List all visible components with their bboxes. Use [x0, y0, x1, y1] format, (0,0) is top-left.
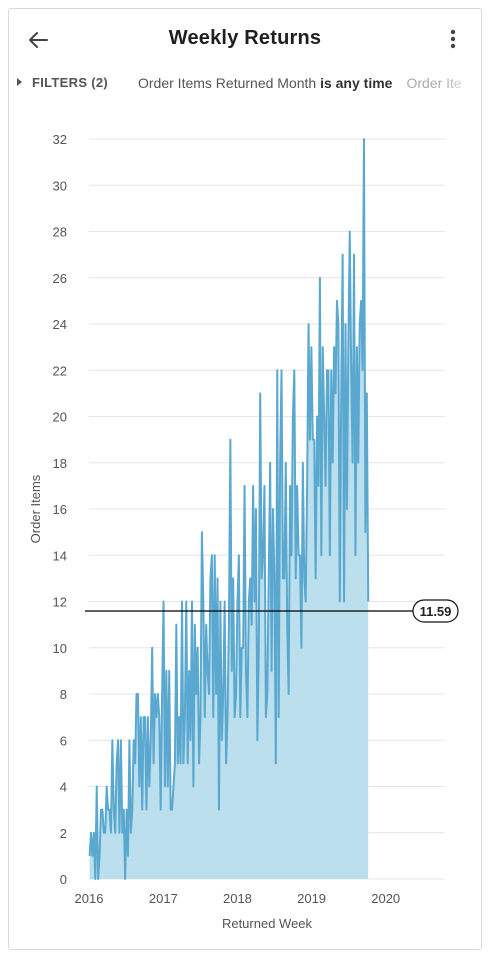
filters-toggle[interactable]: FILTERS (2): [17, 75, 108, 90]
x-tick-label: 2020: [371, 891, 400, 906]
filter-summary: Order Items Returned Month is any time Or…: [138, 75, 462, 91]
area-fill: [89, 139, 369, 879]
y-tick-label: 0: [60, 872, 67, 887]
y-tick-label: 18: [53, 456, 67, 471]
reference-label-pill: [412, 599, 459, 623]
x-tick-label: 2017: [149, 891, 178, 906]
y-tick-label: 22: [53, 363, 67, 378]
y-tick-label: 30: [53, 178, 67, 193]
y-axis-label: Order Items: [28, 474, 43, 543]
series-line: [88, 138, 370, 880]
reference-label: 11.59: [420, 604, 452, 619]
x-tick-label: 2018: [223, 891, 252, 906]
y-tick-label: 2: [60, 826, 67, 841]
filter-fade: [441, 71, 481, 105]
y-tick-label: 20: [53, 410, 67, 425]
y-tick-label: 14: [53, 548, 67, 563]
x-tick-label: 2019: [297, 891, 326, 906]
top-bar: Weekly Returns: [9, 9, 481, 71]
y-tick-label: 32: [53, 132, 67, 147]
y-tick-label: 26: [53, 271, 67, 286]
y-tick-label: 6: [60, 733, 67, 748]
y-tick-label: 28: [53, 225, 67, 240]
filter-field: Order Items Returned Month: [138, 75, 321, 91]
y-tick-label: 4: [60, 780, 67, 795]
filter-condition: is any time: [320, 75, 393, 91]
filters-toggle-label: FILTERS (2): [32, 75, 108, 90]
filter-bar: FILTERS (2) Order Items Returned Month i…: [9, 71, 481, 105]
caret-right-icon: [17, 78, 22, 86]
y-tick-label: 10: [53, 641, 67, 656]
page-title: Weekly Returns: [168, 27, 322, 49]
arrow-left-icon[interactable]: [23, 25, 53, 55]
y-tick-label: 12: [53, 595, 67, 610]
more-vertical-icon[interactable]: [443, 27, 463, 53]
x-axis-label: Returned Week: [222, 916, 313, 931]
y-tick-label: 24: [53, 317, 67, 332]
y-tick-label: 8: [60, 687, 67, 702]
app-frame: Weekly Returns FILTERS (2) Order Items R…: [8, 8, 482, 950]
x-tick-label: 2016: [75, 891, 104, 906]
y-tick-label: 16: [53, 502, 67, 517]
